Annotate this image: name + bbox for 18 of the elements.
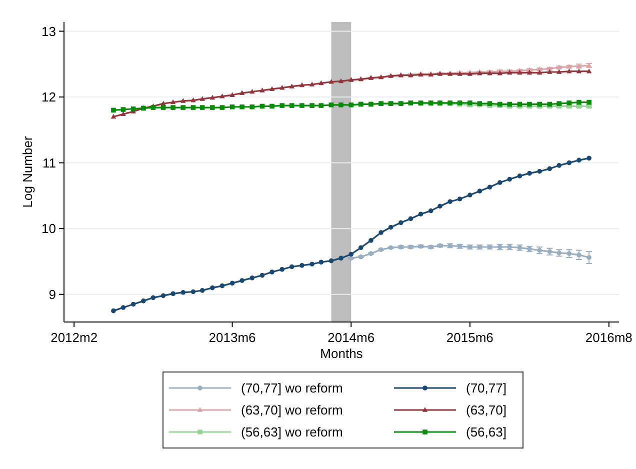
y-tick-label: 9 xyxy=(48,286,56,302)
legend-label: (63,70] xyxy=(466,402,506,418)
legend-label: (56,63] wo reform xyxy=(241,424,343,440)
y-tick-label: 12 xyxy=(42,90,56,105)
legend-label: (70,77] xyxy=(466,380,506,396)
legend-label: (70,77] wo reform xyxy=(241,380,343,396)
x-tick-label: 2012m2 xyxy=(50,330,98,345)
y-tick-label: 11 xyxy=(42,155,56,170)
legend-label: (56,63] xyxy=(466,424,506,440)
y-tick-label: 13 xyxy=(42,24,56,39)
legend-label: (63,70] wo reform xyxy=(241,402,343,418)
y-tick-label: 10 xyxy=(42,221,56,236)
x-tick-label: 2013m6 xyxy=(208,330,256,345)
x-axis-title: Months xyxy=(320,346,364,361)
x-tick-label: 2015m6 xyxy=(446,330,494,345)
y-axis-title: Log Number xyxy=(20,136,35,208)
x-tick-label: 2014m6 xyxy=(328,330,375,345)
x-tick-label: 2016m8 xyxy=(585,330,632,345)
